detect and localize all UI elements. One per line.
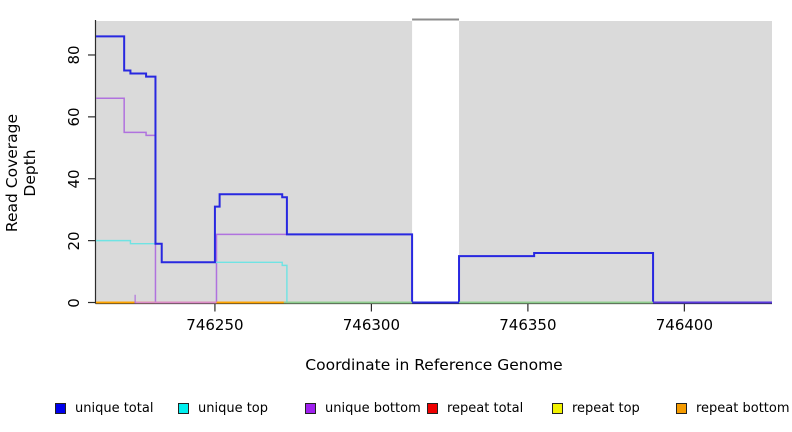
legend-label: unique top: [198, 400, 269, 416]
series-unique-total: [96, 35, 772, 304]
legend-item-repeat-top: repeat top: [552, 400, 640, 416]
y-tick-label: 0: [65, 297, 83, 308]
x-tick-label: 746350: [499, 315, 557, 334]
legend-swatch-icon: [178, 402, 189, 414]
x-axis-title: Coordinate in Reference Genome: [305, 356, 563, 374]
legend-label: unique total: [75, 400, 154, 416]
legend-swatch-icon: [552, 402, 563, 414]
legend-item-unique-bottom: unique bottom: [305, 400, 421, 416]
x-tick-label: 746250: [186, 315, 244, 334]
x-tick-label: 746400: [655, 315, 713, 334]
legend-label: repeat bottom: [696, 400, 790, 416]
legend-label: repeat total: [447, 400, 524, 416]
y-tick-label: 60: [65, 107, 83, 127]
legend-label: repeat top: [572, 400, 640, 416]
x-tick-label: 746300: [342, 315, 401, 334]
y-tick-label: 20: [65, 231, 83, 251]
series-unique-top: [96, 239, 772, 304]
legend-swatch-icon: [55, 402, 66, 414]
chart-legend: unique total unique top unique bottom repea…: [0, 396, 792, 426]
legend-item-repeat-bottom: repeat bottom: [676, 400, 790, 416]
y-tick-label: 80: [65, 45, 83, 65]
legend-swatch-icon: [427, 402, 438, 414]
y-axis-title: Read Coverage Depth: [3, 113, 39, 233]
legend-item-unique-total: unique total: [55, 400, 153, 416]
legend-label: unique bottom: [325, 400, 421, 416]
legend-item-repeat-total: repeat total: [427, 400, 523, 416]
y-tick-label: 40: [65, 169, 83, 189]
legend-swatch-icon: [676, 402, 687, 414]
masked-region: [412, 20, 460, 303]
legend-swatch-icon: [305, 402, 316, 414]
legend-item-unique-top: unique top: [178, 400, 268, 416]
